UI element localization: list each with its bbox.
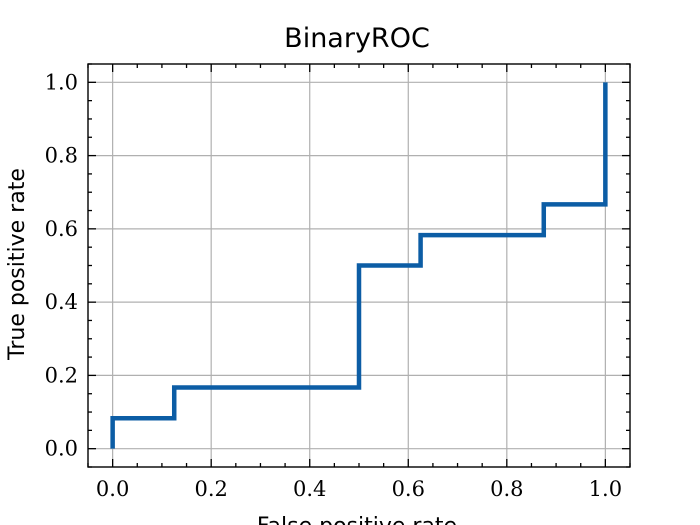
x-axis-label: False positive rate (257, 514, 457, 525)
chart-title: BinaryROC (284, 23, 430, 54)
y-tick-label: 0.6 (45, 217, 78, 241)
y-tick-label: 0.4 (45, 290, 78, 314)
x-tick-label: 0.4 (293, 477, 326, 501)
y-axis-label: True positive rate (5, 168, 30, 361)
x-tick-label: 0.0 (96, 477, 129, 501)
x-tick-label: 0.2 (194, 477, 227, 501)
x-tick-label: 0.6 (392, 477, 425, 501)
x-tick-label: 0.8 (490, 477, 523, 501)
y-tick-label: 0.8 (45, 144, 78, 168)
x-tick-labels: 0.0 0.2 0.4 0.6 0.8 1.0 (96, 477, 622, 501)
series-group (110, 82, 608, 449)
y-tick-labels: 0.0 0.2 0.4 0.6 0.8 1.0 (45, 70, 78, 460)
y-tick-label: 0.2 (45, 363, 78, 387)
axis-ticks (87, 63, 631, 468)
roc-curve-line (110, 82, 608, 449)
y-tick-label: 0.0 (45, 437, 78, 461)
y-tick-label: 1.0 (45, 70, 78, 94)
x-tick-label: 1.0 (589, 477, 622, 501)
